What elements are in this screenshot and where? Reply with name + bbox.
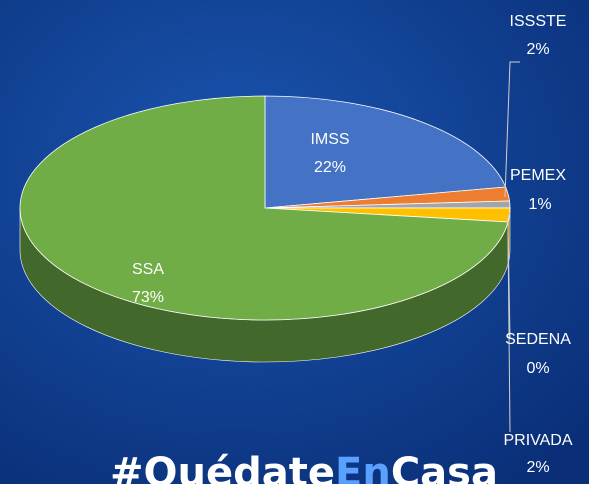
hashtag-part: En xyxy=(335,450,391,484)
leader-line xyxy=(504,61,520,198)
hashtag: #QuédateEnCasa xyxy=(110,450,498,484)
slice-value: 22% xyxy=(314,159,346,176)
slice-value: 2% xyxy=(526,41,549,58)
leader-line xyxy=(507,231,511,433)
slice-label: PRIVADA xyxy=(503,432,572,449)
slice xyxy=(19,95,509,321)
slice-value: 0% xyxy=(526,360,549,377)
slice-value: 1% xyxy=(528,196,551,213)
slice-label: ISSSTE xyxy=(510,13,567,30)
hashtag-part: #Quédate xyxy=(110,450,335,484)
slice-value: 2% xyxy=(526,459,549,476)
slice-label: SEDENA xyxy=(505,331,571,348)
pie xyxy=(19,95,511,363)
slice-label: IMSS xyxy=(310,131,349,148)
slice xyxy=(264,95,507,209)
hashtag-part: Casa xyxy=(391,450,498,484)
slice-value: 73% xyxy=(132,289,164,306)
slice-label: PEMEX xyxy=(510,167,566,184)
leader-line xyxy=(506,211,511,223)
slice-label: SSA xyxy=(132,261,164,278)
